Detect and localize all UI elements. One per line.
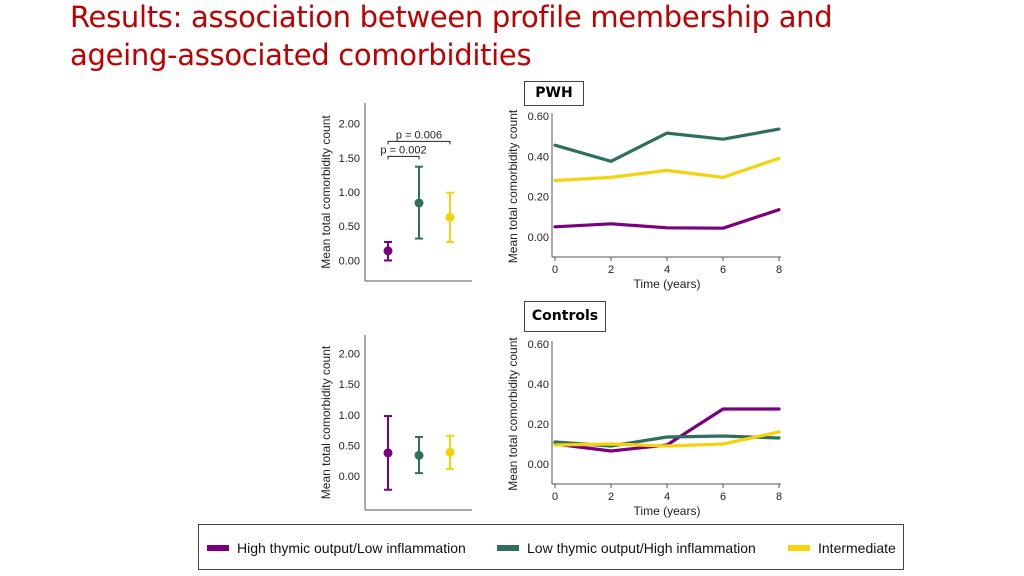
x-axis-title: Time (years) [634,504,701,518]
p-value-label: p = 0.002 [380,144,426,156]
y-tick-label: 0.00 [339,255,360,267]
controls-panel-label: Controls [524,301,606,332]
y-tick-label: 0.40 [528,151,549,163]
mean-point [445,447,455,457]
legend-swatch [788,545,810,551]
y-tick-label: 0.50 [339,221,360,233]
x-tick-label: 4 [664,264,670,276]
series-line [553,430,781,448]
controls-time-chart: 0.00 0.20 0.40 0.60 0 2 4 6 8 Time (years) Mean to… [506,337,782,518]
y-tick-label: 0.00 [528,232,549,244]
x-tick-label: 8 [776,264,782,276]
mean-point [414,198,424,208]
y-axis-title: Mean total comorbidity count [506,109,520,263]
legend-label: Low thymic output/High inflammation [527,540,756,556]
slide-title-line-2: ageing-associated comorbidities [70,38,532,72]
series-line [553,127,781,163]
slide-title-line-1: Results: association between profile mem… [70,0,833,34]
y-tick-label: 0.60 [528,339,549,351]
x-tick-label: 6 [720,491,726,503]
legend-item-low-thymic: Low thymic output/High inflammation [497,540,756,556]
y-tick-label: 0.20 [528,192,549,204]
legend-item-high-thymic: High thymic output/Low inflammation [207,540,466,556]
legend-item-intermediate: Intermediate [788,540,896,556]
y-tick-label: 1.00 [339,187,360,199]
y-tick-label: 0.00 [528,459,549,471]
series-line [553,156,781,183]
p-value-label: p = 0.006 [396,129,442,141]
y-tick-label: 1.50 [339,153,360,165]
legend-swatch [207,545,229,551]
x-tick-label: 8 [776,491,782,503]
controls-means-chart: 0.00 0.50 1.00 1.50 2.00 Mean total comorbidi… [319,335,472,511]
x-tick-label: 2 [608,264,614,276]
legend-label: High thymic output/Low inflammation [237,540,466,556]
y-tick-label: 0.40 [528,379,549,391]
y-tick-label: 1.50 [339,379,360,391]
x-tick-label: 0 [552,491,558,503]
y-axis-title: Mean total comorbidity count [319,345,333,499]
pwh-panel-label: PWH [524,81,584,106]
x-tick-label: 0 [552,264,558,276]
y-tick-label: 0.20 [528,419,549,431]
significance-bracket [387,140,451,145]
legend-label: Intermediate [818,540,896,556]
y-axis-title: Mean total comorbidity count [319,115,333,269]
x-axis-title: Time (years) [634,277,701,291]
mean-point [383,246,393,256]
y-tick-label: 2.00 [339,348,360,360]
slide-title: Results: association between profile mem… [70,0,970,74]
y-tick-label: 1.00 [339,410,360,422]
y-tick-label: 0.50 [339,441,360,453]
x-tick-label: 4 [664,491,670,503]
y-tick-label: 2.00 [339,119,360,131]
mean-point [383,448,393,458]
x-tick-label: 2 [608,491,614,503]
mean-point [414,450,424,460]
mean-point [445,212,455,222]
x-tick-label: 6 [720,264,726,276]
pwh-means-chart: 0.00 0.50 1.00 1.50 2.00 Mean total comorbidi… [319,103,472,282]
y-tick-label: 0.00 [339,471,360,483]
legend-swatch [497,545,519,551]
y-axis-title: Mean total comorbidity count [506,337,520,491]
y-tick-label: 0.60 [528,111,549,123]
pwh-time-chart: 0.00 0.20 0.40 0.60 0 2 4 6 8 Time (years) Mean to… [506,109,782,291]
series-line [553,208,781,230]
significance-bracket [387,155,420,160]
legend: High thymic output/Low inflammation Low … [198,524,904,570]
